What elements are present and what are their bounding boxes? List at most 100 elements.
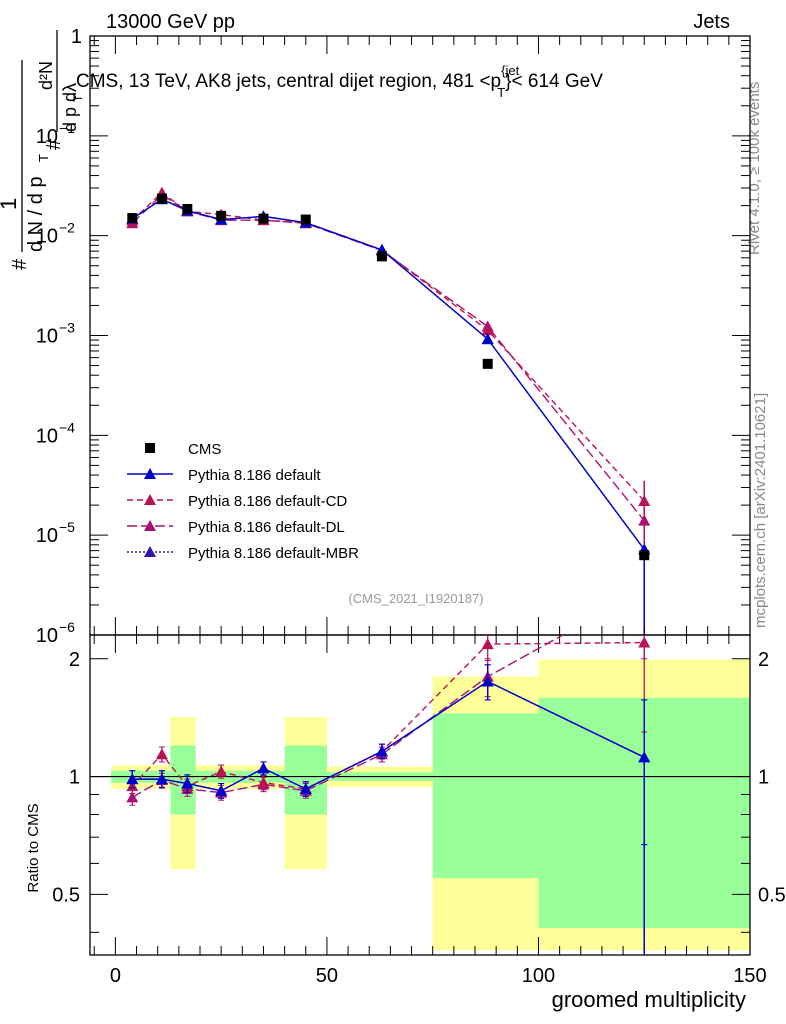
ylabel-hash-2: # — [43, 138, 65, 150]
ratio-y-ticks: 0.5 0.5 1 1 2 2 — [52, 649, 786, 933]
y-tick-label: 10 −5 — [36, 519, 75, 547]
legend-label: Pythia 8.186 default-CD — [188, 493, 347, 510]
ratio-y-axis-label: Ratio to CMS — [25, 803, 42, 892]
header-left: 13000 GeV pp — [106, 11, 235, 33]
legend-entry: Pythia 8.186 default-CD — [127, 493, 347, 510]
ratio-bands — [111, 659, 750, 951]
ratio-line — [131, 635, 565, 798]
series-pythia-8-186-default-cd — [126, 186, 651, 506]
ylabel-sub-2: T — [71, 94, 85, 102]
cms-data-point — [376, 251, 387, 262]
y-tick-mantissa: 10 — [36, 126, 58, 148]
ylabel-one: 1 — [0, 198, 21, 210]
legend-marker — [144, 546, 156, 557]
ratio-point — [257, 762, 270, 774]
cms-data-point — [216, 210, 227, 221]
x-tick-label: 0 — [110, 965, 121, 987]
legend-entry: Pythia 8.186 default — [127, 467, 321, 484]
y-tick-label: 10 −6 — [36, 619, 75, 647]
legend-label: Pythia 8.186 default-DL — [188, 519, 345, 536]
data-point — [481, 333, 494, 345]
ratio-point — [181, 777, 194, 789]
y-tick-exponent: −2 — [59, 220, 75, 236]
uncertainty-band-inner — [432, 713, 539, 879]
legend-label: Pythia 8.186 default-MBR — [188, 545, 359, 562]
title-tail: }< 614 GeV — [505, 71, 603, 92]
ratio-series — [126, 635, 651, 955]
ratio-point — [215, 784, 228, 796]
mcplots-source-label: mcplots.cern.ch [arXiv:2401.10621] — [752, 393, 769, 628]
legend-entry: CMS — [145, 441, 221, 458]
y-tick-exponent: −3 — [59, 320, 75, 336]
y-tick-label: 10 −2 — [36, 220, 75, 248]
chart-title: CMS, 13 TeV, AK8 jets, central dijet reg… — [76, 63, 603, 100]
y-tick-label: 1 — [71, 26, 82, 48]
analysis-id: (CMS_2021_I1920187) — [348, 591, 483, 606]
x-tick-label: 100 — [522, 965, 555, 987]
y-tick-exponent: −6 — [59, 619, 75, 635]
rivet-version-label: Rivet 4.1.0, ≥ 100k events — [746, 82, 763, 255]
legend-marker — [145, 443, 155, 453]
ylabel-den-left: d N / d p — [25, 176, 47, 252]
series-line — [131, 191, 645, 502]
x-tick-label: 150 — [733, 965, 766, 987]
uncertainty-band-inner — [284, 745, 327, 815]
legend-entry: Pythia 8.186 default-DL — [127, 519, 345, 536]
ratio-y-tick-label-right: 0.5 — [758, 884, 786, 906]
ylabel-sub-1: T — [36, 154, 51, 162]
ratio-y-tick-label: 2 — [69, 649, 80, 671]
main-series — [126, 186, 651, 635]
ratio-point — [481, 638, 494, 650]
y-tick-mantissa: 10 — [36, 425, 58, 447]
legend-entry: Pythia 8.186 default-MBR — [127, 545, 359, 562]
cms-data-point — [182, 203, 193, 214]
ratio-point — [638, 751, 651, 763]
y-tick-mantissa: 10 — [36, 226, 58, 248]
legend-label: Pythia 8.186 default — [188, 467, 321, 484]
cms-data-point — [127, 213, 138, 224]
x-axis-label: groomed multiplicity — [552, 987, 746, 1012]
cms-data-point — [300, 214, 311, 225]
header-right: Jets — [693, 11, 730, 33]
ratio-y-tick-label: 0.5 — [52, 884, 80, 906]
uncertainty-band-inner — [170, 745, 196, 815]
y-tick-mantissa: 1 — [71, 26, 82, 48]
ylabel-den-right: d p dλ — [60, 83, 80, 132]
y-tick-exponent: −5 — [59, 519, 75, 535]
ratio-point — [638, 636, 651, 648]
ratio-point — [481, 675, 494, 687]
ylabel-num: d²N — [36, 61, 56, 90]
x-tick-label: 50 — [316, 965, 338, 987]
main-panel: 110−110−210−310−410−510−6 — [36, 26, 751, 647]
ratio-frame — [89, 634, 751, 956]
ratio-y-tick-label: 1 — [69, 767, 80, 789]
y-tick-exponent: −1 — [59, 120, 75, 136]
ratio-pythia-8-186-default — [126, 664, 651, 846]
y-tick-label: 10 −4 — [36, 419, 75, 447]
ratio-point — [257, 776, 270, 788]
ratio-point — [215, 765, 228, 777]
main-y-axis-label: # 1 d N / d p T # d²N d p dλ T — [0, 30, 85, 270]
legend-label: CMS — [188, 441, 221, 458]
main-y-ticks: 110−110−210−310−410−510−6 — [36, 26, 750, 647]
ratio-point — [126, 773, 139, 785]
legend-marker — [144, 520, 156, 531]
cms-data-point — [156, 193, 167, 204]
data-point — [481, 324, 494, 336]
ratio-point — [126, 791, 139, 803]
y-tick-mantissa: 10 — [36, 326, 58, 348]
title-sub: T — [497, 85, 505, 100]
title-main: CMS, 13 TeV, AK8 jets, central dijet reg… — [76, 71, 501, 92]
ylabel-hash: # — [9, 258, 31, 270]
y-tick-label: 10 −3 — [36, 320, 75, 348]
ratio-panel: 0 50 100 150 0.5 0.5 1 1 2 2 — [52, 36, 786, 987]
y-tick-mantissa: 10 — [36, 525, 58, 547]
ratio-point — [155, 748, 168, 760]
ratio-point — [375, 745, 388, 757]
legend-marker — [144, 468, 156, 479]
title-sup: {jet — [501, 63, 519, 78]
ratio-point — [299, 782, 312, 794]
series-cms — [127, 193, 650, 561]
cms-data-point — [482, 358, 493, 369]
